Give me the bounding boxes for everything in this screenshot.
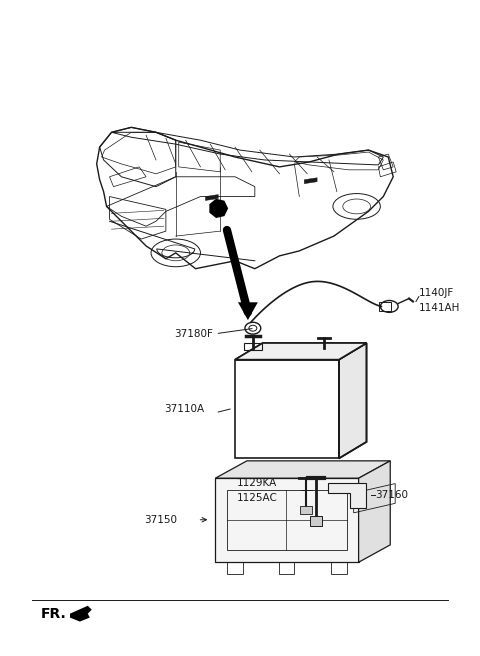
Polygon shape (304, 178, 317, 184)
Polygon shape (300, 506, 312, 514)
Polygon shape (359, 461, 390, 562)
Text: 1129KA: 1129KA (237, 478, 277, 488)
Text: 1125AC: 1125AC (237, 493, 278, 503)
Text: 37180F: 37180F (174, 329, 252, 339)
Text: 37160: 37160 (375, 490, 408, 500)
Polygon shape (238, 302, 258, 320)
Text: 1141AH: 1141AH (419, 304, 460, 314)
Polygon shape (339, 343, 367, 459)
Polygon shape (235, 343, 367, 359)
Text: 1140JF: 1140JF (419, 287, 454, 298)
Polygon shape (216, 461, 390, 478)
Polygon shape (209, 199, 228, 218)
Polygon shape (205, 195, 218, 201)
Text: FR.: FR. (40, 607, 66, 621)
Polygon shape (216, 478, 359, 562)
Polygon shape (310, 516, 322, 525)
Text: 37150: 37150 (144, 515, 177, 525)
Polygon shape (328, 483, 366, 508)
Text: 37110A: 37110A (164, 404, 204, 414)
Polygon shape (70, 605, 92, 622)
